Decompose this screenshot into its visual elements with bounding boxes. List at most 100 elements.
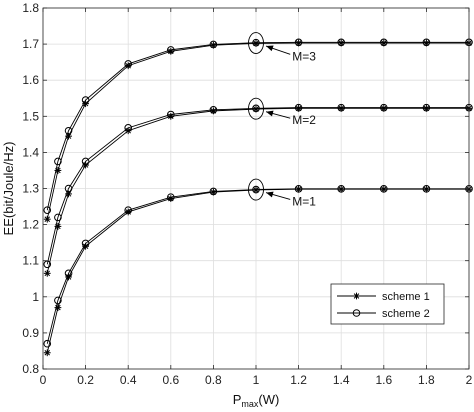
annotation-arrow-head	[266, 110, 274, 117]
circle-marker	[167, 193, 175, 201]
circle-marker	[54, 157, 62, 166]
circle-marker	[337, 185, 346, 193]
annotation-m3: M=3	[248, 32, 316, 63]
star-stroke	[253, 106, 259, 112]
star-stroke	[295, 105, 302, 112]
star-stroke	[423, 105, 430, 112]
series-6-m3-circle	[43, 38, 473, 214]
star-stroke	[338, 40, 344, 46]
star-marker	[43, 215, 51, 223]
x-tick-label: 2	[466, 373, 473, 387]
star-stroke	[423, 40, 430, 46]
circle-marker	[380, 185, 388, 193]
circle-marker	[81, 239, 90, 248]
circle-marker	[124, 60, 132, 68]
circle-marker	[124, 206, 132, 214]
star-stroke	[55, 304, 61, 311]
series-layer	[43, 38, 473, 357]
star-stroke	[44, 349, 51, 356]
star-stroke	[44, 216, 51, 222]
circle-marker	[380, 38, 388, 47]
circle-marker	[422, 103, 431, 112]
star-marker	[43, 269, 51, 277]
star-stroke	[44, 270, 51, 277]
circle-marker	[294, 103, 303, 112]
annotation-label: M=2	[292, 113, 316, 127]
star-stroke	[210, 189, 217, 195]
annotation-arrow-head	[266, 45, 274, 52]
circle-marker	[294, 38, 303, 47]
y-tick-label: 1.7	[22, 37, 39, 51]
star-stroke	[338, 105, 344, 112]
y-tick-label: 1.2	[22, 218, 39, 232]
x-tick-label: 0.2	[77, 373, 94, 387]
star-stroke	[295, 40, 302, 46]
x-tick-label: 1.4	[333, 373, 350, 387]
circle-marker	[64, 126, 73, 135]
circle-marker	[43, 206, 52, 214]
star-marker	[167, 47, 175, 55]
series-3-m2-star	[43, 104, 473, 277]
star-marker	[167, 195, 175, 203]
star-marker	[252, 105, 260, 113]
star-marker	[43, 349, 51, 357]
annotation-label: M=3	[292, 49, 316, 63]
annotation-m1: M=1	[248, 178, 316, 208]
star-stroke	[210, 42, 217, 48]
star-stroke	[381, 105, 387, 112]
circle-marker	[252, 38, 260, 47]
y-axis-label: EE(bit/Joule/Hz)	[1, 142, 16, 236]
legend-circle-marker	[352, 309, 361, 317]
x-axis-label-subscript: max	[241, 399, 259, 409]
circle-marker	[81, 96, 90, 104]
star-stroke	[55, 223, 61, 230]
series-line	[46, 41, 469, 211]
x-tick-label: 1.2	[290, 373, 307, 387]
y-tick-label: 1.3	[22, 182, 39, 196]
circle-marker	[64, 269, 73, 278]
star-stroke	[55, 167, 61, 174]
legend-box	[330, 283, 445, 325]
legend-star-marker	[353, 292, 360, 300]
x-tick-label: 0.4	[120, 373, 137, 387]
star-stroke	[253, 40, 259, 47]
circle-marker	[337, 103, 346, 112]
circle-marker	[167, 46, 175, 54]
circle-marker	[81, 157, 90, 166]
circle-marker	[43, 260, 52, 269]
tick-marks	[42, 7, 470, 370]
x-tick-label: 0.6	[162, 373, 179, 387]
annotation-layer: M=3 M=2 M=1	[248, 32, 316, 208]
series-4-m2-circle	[43, 103, 473, 269]
x-tick-label: 1.6	[375, 373, 392, 387]
circle-marker	[167, 110, 175, 119]
series-line	[46, 188, 469, 344]
annotation-m2: M=2	[248, 97, 316, 127]
star-stroke	[353, 293, 360, 299]
circle-marker	[422, 185, 431, 193]
circle-marker	[124, 124, 132, 132]
circle-marker	[252, 104, 260, 113]
y-tick-label: 1.1	[22, 254, 39, 268]
y-tick-label: 1.6	[22, 73, 39, 87]
x-tick-label: 1	[253, 373, 260, 387]
tick-labels: 0 0.2 0.4 0.6 0.8 1 1.2 1.4 1.6 1.8 2 0.8 0.9 1 1.1 1.2…	[22, 1, 472, 387]
x-axis-label: Pmax(W)	[233, 392, 280, 409]
circle-marker	[294, 185, 303, 193]
circle-marker	[64, 184, 73, 193]
x-tick-label: 0.8	[205, 373, 222, 387]
x-tick-label: 0	[40, 373, 47, 387]
annotation-arrow-head	[266, 191, 274, 198]
y-tick-label: 1.4	[22, 145, 39, 159]
x-axis-label-unit: (W)	[258, 392, 279, 407]
star-stroke	[65, 191, 72, 197]
legend: scheme 1 scheme 2	[330, 283, 445, 325]
y-tick-label: 1.5	[22, 109, 39, 123]
y-tick-label: 0.8	[22, 362, 39, 376]
legend-marker-scheme-1	[353, 292, 360, 300]
star-stroke	[65, 133, 72, 139]
circle-marker	[209, 106, 218, 114]
legend-label-scheme-2: scheme 2	[382, 308, 430, 320]
series-5-m3-star	[43, 39, 473, 223]
